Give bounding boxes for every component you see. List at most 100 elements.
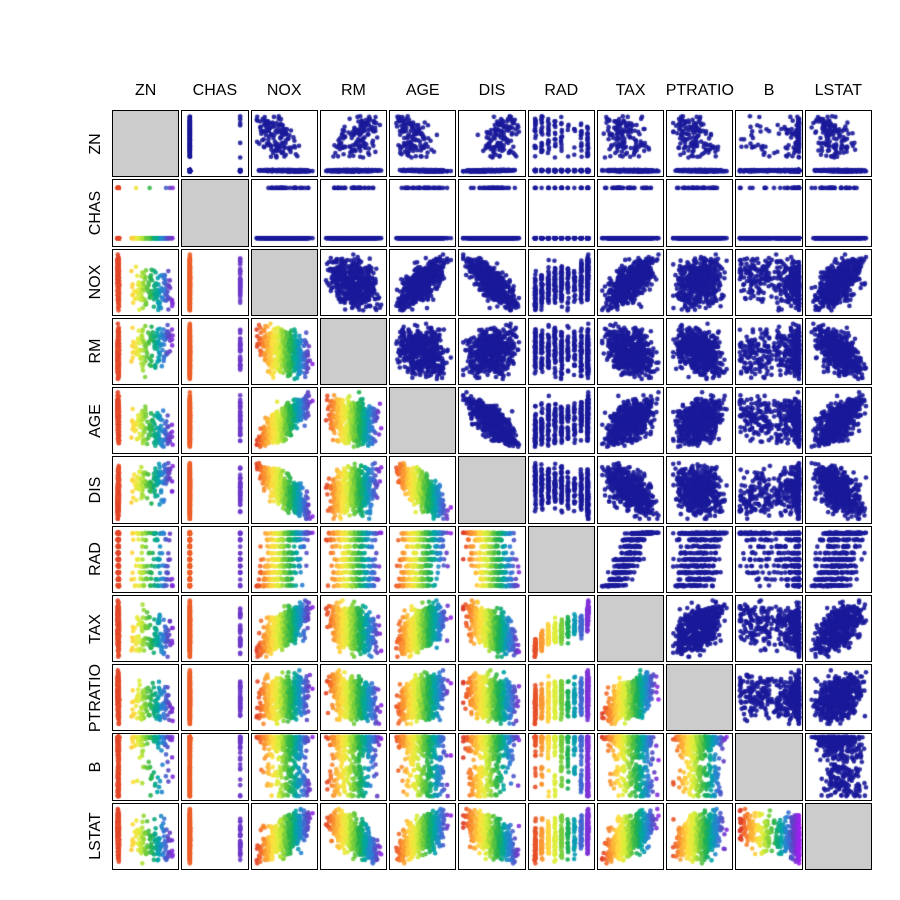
matrix-cell bbox=[458, 110, 525, 177]
col-label: NOX bbox=[244, 82, 324, 100]
matrix-cell bbox=[666, 733, 733, 800]
matrix-cell bbox=[112, 733, 179, 800]
matrix-cell-diag bbox=[597, 595, 664, 662]
matrix-cell bbox=[805, 526, 872, 593]
matrix-cell bbox=[251, 664, 318, 731]
matrix-cell bbox=[181, 318, 248, 385]
matrix-cell bbox=[181, 595, 248, 662]
matrix-cell bbox=[112, 249, 179, 316]
matrix-cell bbox=[389, 803, 456, 870]
matrix-cell bbox=[389, 526, 456, 593]
matrix-cell bbox=[597, 318, 664, 385]
matrix-cell-diag bbox=[251, 249, 318, 316]
col-label: LSTAT bbox=[798, 82, 878, 100]
matrix-cell bbox=[458, 733, 525, 800]
matrix-cell bbox=[597, 179, 664, 246]
col-label: DIS bbox=[452, 82, 532, 100]
matrix-cell bbox=[389, 733, 456, 800]
matrix-cell bbox=[528, 318, 595, 385]
matrix-cell bbox=[112, 595, 179, 662]
matrix-cell bbox=[181, 249, 248, 316]
matrix-cell bbox=[805, 249, 872, 316]
matrix-cell bbox=[666, 803, 733, 870]
matrix-cell bbox=[597, 110, 664, 177]
matrix-cell bbox=[597, 456, 664, 523]
matrix-cell bbox=[805, 179, 872, 246]
matrix-cell bbox=[597, 249, 664, 316]
matrix-cell bbox=[597, 387, 664, 454]
row-label: RAD bbox=[87, 519, 105, 599]
matrix-cell bbox=[112, 387, 179, 454]
matrix-cell bbox=[320, 526, 387, 593]
matrix-cell bbox=[666, 526, 733, 593]
matrix-cell bbox=[112, 526, 179, 593]
matrix-cell bbox=[320, 733, 387, 800]
matrix-cell bbox=[666, 110, 733, 177]
matrix-cell bbox=[458, 803, 525, 870]
matrix-cell bbox=[251, 526, 318, 593]
matrix-cell bbox=[735, 595, 802, 662]
matrix-cell bbox=[458, 595, 525, 662]
matrix-cell-diag bbox=[735, 733, 802, 800]
matrix-cell bbox=[805, 110, 872, 177]
matrix-cell-diag bbox=[528, 526, 595, 593]
matrix-cell bbox=[528, 110, 595, 177]
matrix-cell bbox=[181, 733, 248, 800]
col-label: PTRATIO bbox=[660, 82, 740, 100]
row-label: AGE bbox=[87, 381, 105, 461]
row-label: TAX bbox=[87, 589, 105, 669]
matrix-cell bbox=[528, 803, 595, 870]
matrix-cell bbox=[597, 803, 664, 870]
matrix-cell bbox=[805, 595, 872, 662]
col-label: TAX bbox=[591, 82, 671, 100]
matrix-cell bbox=[597, 733, 664, 800]
matrix-cell bbox=[458, 664, 525, 731]
col-label: ZN bbox=[106, 82, 186, 100]
matrix-cell bbox=[458, 318, 525, 385]
matrix-cell bbox=[528, 249, 595, 316]
col-label: AGE bbox=[383, 82, 463, 100]
matrix-cell bbox=[251, 595, 318, 662]
matrix-cell bbox=[735, 664, 802, 731]
matrix-cell-diag bbox=[666, 664, 733, 731]
matrix-cell bbox=[320, 110, 387, 177]
matrix-cell bbox=[805, 664, 872, 731]
matrix-cell bbox=[389, 595, 456, 662]
matrix-cell bbox=[735, 318, 802, 385]
matrix-cell-diag bbox=[181, 179, 248, 246]
matrix-cell-diag bbox=[320, 318, 387, 385]
matrix-cell bbox=[181, 456, 248, 523]
matrix-cell bbox=[389, 664, 456, 731]
matrix-cell bbox=[181, 387, 248, 454]
matrix-cell bbox=[458, 249, 525, 316]
matrix-cell bbox=[735, 249, 802, 316]
matrix-cell bbox=[666, 456, 733, 523]
matrix-cell bbox=[528, 179, 595, 246]
matrix-cell bbox=[112, 456, 179, 523]
matrix-cell bbox=[320, 387, 387, 454]
matrix-cell bbox=[528, 456, 595, 523]
matrix-cell bbox=[805, 318, 872, 385]
matrix-cell bbox=[389, 179, 456, 246]
scatterplot-matrix: ZNCHASNOXRMAGEDISRADTAXPTRATIOBLSTATZNCH… bbox=[0, 0, 900, 900]
matrix-cell bbox=[735, 526, 802, 593]
matrix-cell bbox=[805, 456, 872, 523]
matrix-cell bbox=[251, 387, 318, 454]
matrix-cell-diag bbox=[389, 387, 456, 454]
row-label: PTRATIO bbox=[87, 658, 105, 738]
row-label: DIS bbox=[87, 450, 105, 530]
matrix-cell bbox=[389, 456, 456, 523]
matrix-cell bbox=[528, 387, 595, 454]
matrix-cell bbox=[458, 526, 525, 593]
matrix-cell bbox=[251, 179, 318, 246]
matrix-cell bbox=[528, 664, 595, 731]
matrix-cell bbox=[458, 387, 525, 454]
matrix-cell bbox=[320, 664, 387, 731]
matrix-cell bbox=[597, 526, 664, 593]
col-label: RAD bbox=[521, 82, 601, 100]
matrix-cell bbox=[112, 179, 179, 246]
matrix-cell bbox=[251, 110, 318, 177]
matrix-cell bbox=[251, 803, 318, 870]
row-label: LSTAT bbox=[87, 796, 105, 876]
matrix-cell bbox=[112, 318, 179, 385]
